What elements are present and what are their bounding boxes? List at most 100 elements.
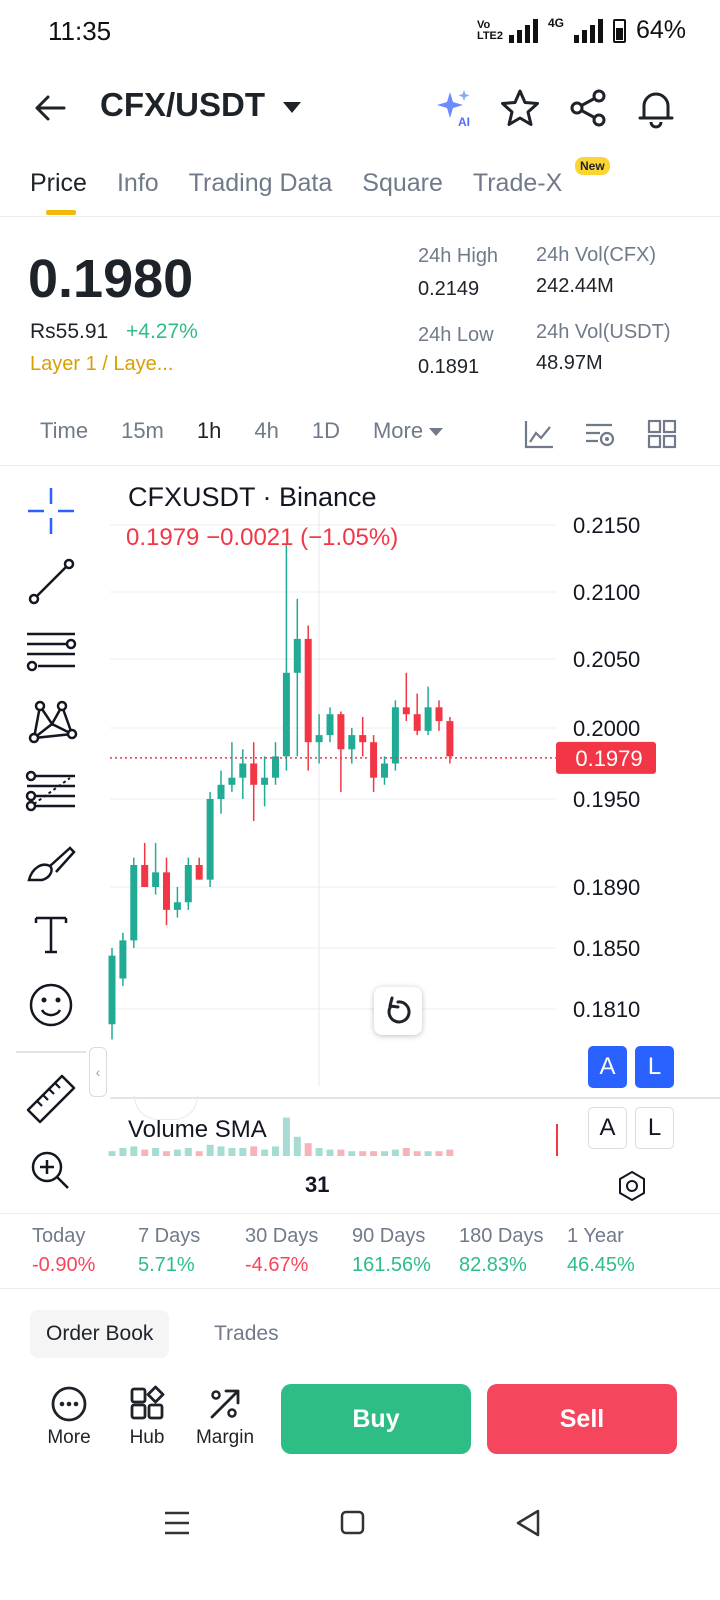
top-tabs: Price Info Trading Data Square Trade-X	[30, 158, 592, 208]
volume-bar	[413, 1151, 421, 1156]
volume-bars	[108, 1117, 558, 1156]
log-scale-button[interactable]: L	[635, 1046, 674, 1088]
volume-log-scale-button[interactable]: L	[635, 1107, 674, 1149]
volume-bar	[163, 1151, 170, 1156]
chart-settings-hexagon-icon[interactable]	[614, 1168, 650, 1204]
tab-price[interactable]: Price	[30, 168, 87, 197]
chart-settings-icon[interactable]	[584, 418, 616, 450]
back-nav-icon[interactable]	[508, 1506, 548, 1540]
reset-chart-button[interactable]	[374, 987, 422, 1035]
tab-trading-data[interactable]: Trading Data	[188, 168, 333, 197]
tab-trade-x[interactable]: Trade-X	[472, 168, 563, 197]
vol-quote-value: 48.97M	[536, 352, 603, 374]
auto-scale-button[interactable]: A	[588, 1046, 627, 1088]
volume-auto-scale-button[interactable]: A	[588, 1107, 627, 1149]
perf-180-days: 180 Days 82.83%	[459, 1225, 544, 1277]
recent-apps-icon[interactable]	[157, 1506, 197, 1540]
volume-bar	[402, 1148, 410, 1156]
home-icon[interactable]	[333, 1506, 373, 1540]
ai-sparkle-icon[interactable]: AI	[432, 86, 476, 130]
more-action-label: More	[47, 1427, 91, 1448]
timeframe-1h[interactable]: 1h	[196, 418, 222, 443]
zoom-in-icon[interactable]	[24, 1142, 78, 1196]
volume-bar	[435, 1151, 443, 1156]
tab-order-book[interactable]: Order Book	[30, 1310, 170, 1358]
candle-body	[250, 763, 258, 785]
price-axis[interactable]: 0.2150 0.2100 0.2050 0.2000 0.1950 0.1890 0.18…	[573, 513, 640, 1022]
grid-layout-icon[interactable]	[646, 418, 678, 450]
candle-body	[152, 872, 160, 887]
fib-icon[interactable]	[24, 766, 78, 820]
timeframe-more[interactable]: More	[372, 418, 444, 444]
candle-body	[348, 735, 356, 750]
margin-action[interactable]: Margin	[190, 1385, 260, 1449]
hub-action-label: Hub	[129, 1427, 165, 1448]
toolbar-collapse-handle[interactable]: ‹	[89, 1047, 107, 1097]
timeframe-more-label: More	[372, 418, 424, 443]
sell-button[interactable]: Sell	[487, 1384, 677, 1454]
pair-dropdown-caret-icon[interactable]	[283, 102, 301, 113]
network-type-icon: 4G	[547, 15, 564, 30]
crosshair-icon[interactable]	[24, 484, 78, 538]
category-tag[interactable]: Layer 1 / Laye...	[30, 353, 174, 375]
price-axis-label: 0.1890	[573, 875, 640, 900]
text-icon[interactable]	[24, 908, 78, 962]
candle-body	[108, 955, 116, 1025]
horizontal-lines-icon[interactable]	[24, 624, 78, 678]
buy-button[interactable]: Buy	[281, 1384, 471, 1454]
timeframe-4h[interactable]: 4h	[254, 418, 279, 443]
divider	[0, 1288, 720, 1289]
perf-value: 82.83%	[459, 1254, 527, 1276]
star-icon[interactable]	[498, 86, 542, 130]
tab-trades[interactable]: Trades	[214, 1322, 279, 1345]
back-arrow-icon[interactable]	[30, 88, 70, 128]
candle-body	[130, 865, 138, 941]
hub-action[interactable]: Hub	[112, 1385, 182, 1449]
status-time: 11:35	[48, 16, 112, 46]
divider	[0, 465, 720, 466]
volume-bar	[130, 1146, 138, 1156]
bell-icon[interactable]	[634, 86, 678, 130]
svg-text:AI: AI	[458, 115, 470, 129]
volume-bar	[370, 1151, 378, 1156]
volte-icon: Vo LTE2	[476, 18, 504, 42]
trend-line-icon[interactable]	[24, 554, 78, 608]
candle-body	[141, 865, 149, 887]
perf-label: 30 Days	[245, 1225, 319, 1247]
volume-bar	[337, 1149, 345, 1156]
share-icon[interactable]	[566, 86, 610, 130]
current-price-tag-text: 0.1979	[575, 746, 642, 771]
pattern-icon[interactable]	[24, 694, 78, 748]
more-action[interactable]: More	[34, 1385, 104, 1449]
volume-bar	[261, 1149, 269, 1156]
pair-title[interactable]: CFX/USDT	[100, 86, 265, 123]
candle-body	[304, 638, 312, 743]
perf-7-days: 7 Days 5.71%	[138, 1225, 200, 1277]
indicator-chart-icon[interactable]	[523, 418, 555, 450]
active-tab-indicator	[46, 210, 76, 215]
candle-body	[402, 707, 410, 715]
candle-body	[282, 672, 290, 757]
timeframe-time[interactable]: Time	[40, 418, 89, 443]
perf-value: 46.45%	[567, 1254, 635, 1276]
perf-today: Today -0.90%	[32, 1225, 95, 1277]
volume-bar	[272, 1146, 279, 1156]
perf-value: -4.67%	[245, 1254, 309, 1276]
tab-info[interactable]: Info	[116, 168, 159, 197]
candle-body	[272, 756, 279, 778]
emoji-icon[interactable]	[24, 978, 78, 1032]
timeframe-1d[interactable]: 1D	[311, 418, 340, 443]
ruler-icon[interactable]	[24, 1072, 78, 1126]
candlestick-chart[interactable]: 0.2150 0.2100 0.2050 0.2000 0.1950 0.1890 0.18…	[0, 466, 720, 1211]
candle-body	[315, 735, 323, 743]
vol-base-label: 24h Vol(CFX)	[536, 244, 657, 266]
volume-bar	[446, 1149, 454, 1156]
candle-body	[119, 940, 127, 979]
divider	[0, 1213, 720, 1214]
tab-square[interactable]: Square	[362, 168, 443, 197]
volume-bar	[141, 1149, 149, 1156]
low-value: 0.1891	[418, 356, 480, 378]
brush-icon[interactable]	[24, 838, 78, 892]
candle-body	[424, 707, 432, 731]
timeframe-15m[interactable]: 15m	[121, 418, 164, 443]
